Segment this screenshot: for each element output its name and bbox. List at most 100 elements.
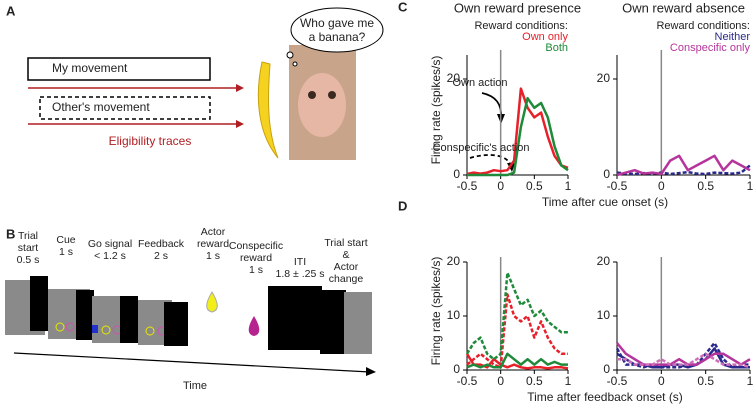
x-tick-label: -0.5	[607, 374, 628, 388]
screen	[30, 276, 48, 331]
target	[65, 322, 75, 332]
legend-entry: Own only	[522, 31, 568, 43]
screen	[164, 302, 188, 346]
series-line	[617, 352, 751, 369]
event-label: < 1.2 s	[94, 250, 126, 262]
event-label: change	[329, 273, 364, 285]
x-tick-label: 1	[565, 374, 572, 388]
series-line	[616, 342, 751, 366]
screen	[268, 286, 322, 350]
x-tick-label: 0	[497, 374, 504, 388]
event-label: reward	[197, 238, 229, 250]
series-line	[466, 87, 569, 176]
y-tick-label: 0	[603, 362, 610, 376]
event-label: 2 s	[154, 250, 168, 262]
box	[27, 57, 211, 81]
event-label: 1 s	[59, 246, 73, 258]
event-label: Conspecific	[229, 240, 283, 252]
event-label: Feedback	[138, 238, 185, 250]
arrow-head	[507, 163, 515, 172]
event-label: 1 s	[249, 264, 263, 276]
y-tick-label: 20	[447, 71, 461, 85]
event-label: Trial	[18, 230, 38, 242]
series-line	[616, 154, 751, 177]
bubble-dot	[292, 61, 298, 67]
x-tick-label: 1	[565, 179, 572, 193]
event-label: 1.8 ± .25 s	[276, 268, 325, 280]
legend-title: Reward conditions:	[656, 20, 750, 32]
event-label: Go signal	[88, 238, 132, 250]
speech-text: Who gave me	[300, 16, 374, 30]
eligibility-label: Eligibility traces	[109, 134, 192, 148]
x-tick-label: 0.5	[697, 374, 714, 388]
x-tick-label: 1	[747, 179, 753, 193]
chart-title: Own reward presence	[454, 0, 581, 15]
x-axis-label: Time after cue onset (s)	[542, 195, 668, 209]
y-tick-label: 10	[447, 308, 461, 322]
annotation: Own action	[452, 77, 507, 89]
event-label: Actor	[201, 226, 226, 238]
x-tick-label: 0.5	[697, 179, 714, 193]
time-arrow	[13, 352, 371, 373]
series-line	[616, 347, 750, 369]
time-label: Time	[183, 380, 207, 392]
annotation: Conspecific's action	[433, 142, 530, 154]
arrow-head	[236, 84, 244, 92]
x-tick-label: 0.5	[526, 179, 543, 193]
y-axis-label: Firing rate (spikes/s)	[429, 56, 443, 165]
eye	[328, 91, 336, 99]
series-line	[467, 96, 569, 177]
y-tick-label: 10	[597, 308, 611, 322]
y-tick-label: 0	[453, 167, 460, 181]
x-tick-label: 0	[658, 179, 665, 193]
drop	[206, 291, 218, 313]
series-line	[466, 352, 568, 369]
event-label: &	[342, 249, 349, 261]
event-label: Actor	[334, 261, 359, 273]
y-axis-label: Firing rate (spikes/s)	[429, 257, 443, 366]
event-label: Cue	[56, 234, 75, 246]
screen	[120, 296, 138, 343]
target	[55, 322, 65, 332]
box-label: My movement	[52, 61, 128, 75]
y-tick-label: 20	[597, 254, 611, 268]
panel-b: Time	[5, 276, 376, 392]
series-line	[616, 164, 751, 176]
x-tick-label: 0.5	[526, 374, 543, 388]
x-tick-label: -0.5	[457, 179, 478, 193]
x-axis-label: Time after feedback onset (s)	[527, 390, 683, 404]
event-label: Trial start	[324, 237, 367, 249]
x-tick-label: -0.5	[607, 179, 628, 193]
target	[101, 325, 111, 335]
screen	[76, 290, 94, 340]
x-tick-label: 1	[747, 374, 753, 388]
legend-entry: Both	[545, 42, 568, 54]
target	[145, 326, 155, 336]
y-tick-label: 20	[597, 71, 611, 85]
legend-title: Reward conditions:	[474, 20, 568, 32]
panel-letter: D	[398, 198, 407, 213]
drop	[248, 316, 260, 336]
legend-entry: Neither	[715, 31, 751, 43]
panel-letter: B	[6, 226, 15, 241]
speech-bubble	[290, 7, 384, 53]
y-tick-label: 20	[447, 254, 461, 268]
y-tick-label: 0	[603, 167, 610, 181]
event-label: reward	[240, 252, 272, 264]
speech-text: a banana?	[309, 30, 366, 44]
x-tick-label: 0	[658, 374, 665, 388]
event-label: 0.5 s	[17, 254, 40, 266]
series-line	[466, 293, 568, 369]
eye	[308, 91, 316, 99]
banana	[257, 61, 279, 159]
event-label: start	[18, 242, 39, 254]
panel-letter: C	[398, 0, 408, 14]
x-tick-label: -0.5	[457, 374, 478, 388]
monkey-face	[298, 73, 346, 137]
box-label: Other's movement	[52, 100, 150, 114]
event-label: ITI	[294, 256, 306, 268]
y-tick-label: 0	[453, 362, 460, 376]
x-tick-label: 0	[497, 179, 504, 193]
panel-a: My movement Other's movement Eligibility…	[27, 7, 384, 160]
